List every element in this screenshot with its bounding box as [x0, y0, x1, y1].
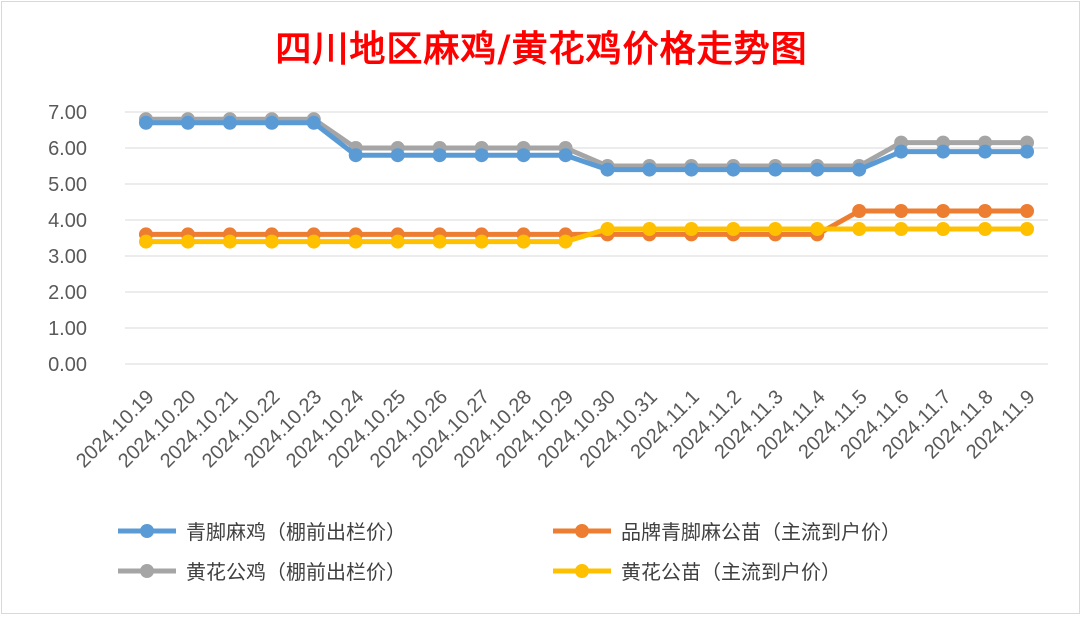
data-point — [684, 222, 699, 236]
data-point — [474, 148, 489, 163]
legend-label: 品牌青脚麻公苗（主流到户价） — [621, 520, 901, 544]
data-point — [1020, 222, 1035, 236]
legend-item: 黄花公苗（主流到户价） — [553, 560, 841, 584]
data-point — [306, 234, 321, 249]
data-point — [810, 162, 825, 177]
data-point — [726, 162, 741, 177]
data-point — [894, 204, 909, 218]
series-3 — [138, 222, 1035, 249]
data-point — [642, 222, 657, 236]
data-point — [978, 144, 993, 159]
data-point — [222, 115, 237, 130]
data-point — [768, 162, 783, 177]
data-point — [1020, 204, 1035, 218]
data-point — [810, 222, 825, 236]
data-point — [600, 222, 615, 236]
data-point — [894, 222, 909, 236]
y-tick-label: 2.00 — [48, 282, 87, 304]
series-line — [145, 120, 1028, 173]
data-point — [432, 234, 447, 249]
data-point — [348, 234, 363, 249]
legend-marker — [140, 524, 154, 538]
data-point — [768, 222, 783, 236]
data-point — [180, 234, 195, 249]
series-line — [145, 116, 1028, 169]
y-tick-label: 3.00 — [48, 246, 87, 268]
data-point — [516, 148, 531, 163]
data-point — [894, 144, 909, 159]
data-point — [684, 162, 699, 177]
data-point — [516, 234, 531, 249]
data-point — [978, 222, 993, 236]
data-point — [852, 222, 867, 236]
data-point — [474, 234, 489, 249]
legend-marker — [575, 524, 589, 538]
data-point — [306, 115, 321, 130]
legend-label: 黄花公苗（主流到户价） — [621, 560, 841, 584]
data-point — [852, 162, 867, 177]
data-point — [726, 222, 741, 236]
y-tick-label: 4.00 — [48, 210, 87, 232]
data-point — [642, 162, 657, 177]
data-point — [1020, 144, 1035, 159]
data-point — [180, 115, 195, 130]
legend-item: 青脚麻鸡（棚前出栏价） — [118, 520, 406, 544]
y-tick-label: 5.00 — [48, 174, 87, 196]
legend-label: 青脚麻鸡（棚前出栏价） — [186, 520, 406, 544]
chart-title: 四川地区麻鸡/黄花鸡价格走势图 — [275, 28, 808, 70]
legend: 青脚麻鸡（棚前出栏价） 品牌青脚麻公苗（主流到户价） 黄花公鸡（棚前出栏价） 黄花公苗… — [118, 520, 901, 584]
gridlines — [125, 111, 1048, 365]
series-0 — [138, 115, 1035, 177]
data-point — [936, 222, 951, 236]
y-tick-label: 6.00 — [48, 138, 87, 160]
legend-item: 品牌青脚麻公苗（主流到户价） — [553, 520, 901, 544]
y-tick-label: 0.00 — [48, 354, 87, 376]
data-point — [222, 234, 237, 249]
data-point — [558, 148, 573, 163]
legend-label: 黄花公鸡（棚前出栏价） — [186, 560, 406, 584]
legend-item: 黄花公鸡（棚前出栏价） — [118, 560, 406, 584]
data-point — [978, 204, 993, 218]
data-point — [936, 144, 951, 159]
y-tick-label: 1.00 — [48, 318, 87, 340]
series-line — [145, 226, 1028, 245]
data-point — [432, 148, 447, 163]
y-tick-label: 7.00 — [48, 102, 87, 124]
data-point — [558, 234, 573, 249]
legend-marker — [140, 564, 154, 578]
y-axis-ticks: 0.00 1.00 2.00 3.00 4.00 5.00 6.00 7.00 — [48, 102, 87, 376]
series-lines — [138, 112, 1035, 249]
data-point — [138, 234, 153, 249]
data-point — [600, 162, 615, 177]
data-point — [138, 115, 153, 130]
data-point — [264, 234, 279, 249]
data-point — [390, 148, 405, 163]
data-point — [936, 204, 951, 218]
data-point — [264, 115, 279, 130]
data-point — [852, 204, 867, 218]
legend-marker — [575, 564, 589, 578]
x-axis-ticks: 2024.10.192024.10.202024.10.212024.10.22… — [72, 386, 1039, 472]
data-point — [390, 234, 405, 249]
data-point — [348, 148, 363, 163]
